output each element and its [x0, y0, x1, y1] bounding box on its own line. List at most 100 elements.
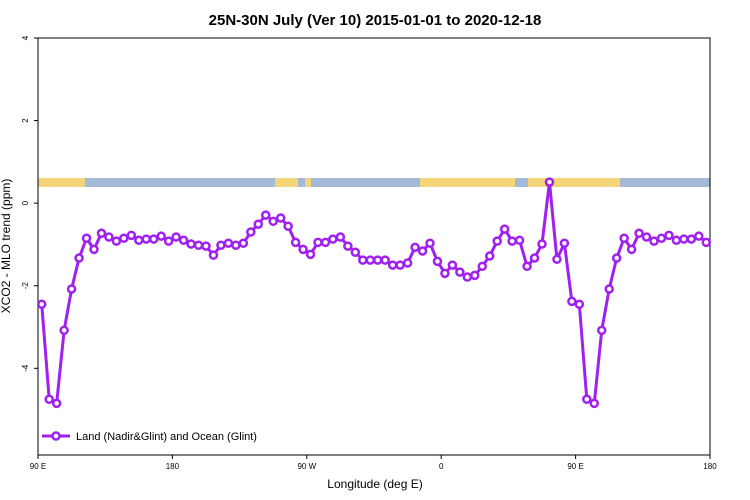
y-tick-label: 2: [21, 118, 30, 123]
data-point: [36, 299, 47, 310]
data-point: [596, 325, 607, 336]
land-band: [420, 178, 515, 187]
data-point: [574, 299, 585, 310]
data-point: [216, 240, 226, 251]
data-point: [223, 238, 234, 248]
data-point: [604, 284, 614, 294]
legend-label: Land (Nadir&Glint) and Ocean (Glint): [76, 431, 257, 443]
data-point: [686, 234, 697, 244]
data-point: [178, 235, 189, 246]
data-point: [559, 238, 570, 248]
legend-marker: [51, 431, 61, 441]
y-tick-label: -4: [21, 364, 30, 372]
data-point: [440, 268, 450, 279]
data-point: [470, 270, 480, 281]
data-point: [484, 251, 495, 261]
data-point: [156, 231, 166, 241]
data-point: [134, 235, 144, 246]
x-tick-label: 0: [439, 462, 444, 471]
x-tick-label: 90 E: [567, 462, 583, 471]
data-point: [283, 221, 293, 232]
x-tick-label: 180: [166, 462, 180, 471]
data-point: [253, 219, 264, 229]
data-point: [514, 235, 525, 246]
data-point: [208, 250, 219, 260]
data-point: [343, 241, 353, 251]
data-point: [126, 230, 137, 241]
data-point: [395, 260, 405, 270]
data-point: [611, 253, 622, 263]
x-tick-label: 90 W: [297, 462, 316, 471]
data-point: [238, 238, 249, 248]
data-point: [193, 240, 204, 251]
data-point: [656, 233, 667, 243]
data-point: [537, 239, 547, 249]
data-point: [104, 232, 114, 242]
data-point: [313, 237, 323, 248]
data-point: [649, 236, 659, 246]
data-point: [59, 325, 69, 336]
data-point: [529, 253, 540, 263]
data-point: [171, 232, 181, 242]
data-point: [81, 233, 92, 243]
data-point: [380, 255, 390, 265]
data-point: [96, 228, 107, 239]
data-point: [447, 260, 458, 270]
data-point: [641, 232, 652, 242]
data-point: [582, 394, 592, 405]
data-point: [350, 247, 361, 258]
y-tick-label: 0: [21, 200, 30, 205]
data-point: [268, 216, 278, 227]
chart-title: 25N-30N July (Ver 10) 2015-01-01 to 2020…: [209, 12, 542, 29]
ocean-band: [38, 178, 710, 187]
legend: Land (Nadir&Glint) and Ocean (Glint): [42, 431, 257, 443]
data-point: [387, 260, 398, 270]
land-band: [275, 178, 298, 187]
data-point: [163, 236, 174, 246]
x-tick-label: 180: [703, 462, 717, 471]
data-point: [477, 261, 488, 272]
data-point: [335, 232, 346, 242]
data-point: [544, 177, 555, 187]
data-point: [619, 233, 629, 243]
data-point: [589, 398, 600, 409]
land-band: [38, 178, 85, 187]
data-point: [328, 234, 338, 244]
plot-frame: [37, 37, 711, 456]
data-point: [74, 253, 84, 263]
data-point: [455, 267, 465, 277]
data-point: [148, 234, 159, 244]
x-axis-label: Longitude (deg E): [327, 477, 422, 491]
data-point: [567, 296, 577, 307]
data-point: [425, 238, 435, 248]
data-point: [44, 394, 54, 405]
data-point: [358, 255, 368, 265]
y-axis-label: XCO2 - MLO trend (ppm): [0, 179, 13, 314]
data-point: [305, 249, 316, 260]
data-point: [365, 255, 376, 265]
data-point: [201, 241, 211, 251]
land-band: [305, 178, 311, 187]
data-point: [298, 244, 308, 255]
data-point: [552, 254, 562, 265]
data-point: [626, 244, 637, 255]
data-point: [522, 261, 532, 272]
land-ocean-strip: [38, 178, 710, 187]
data-point: [432, 256, 443, 267]
x-tick-label: 90 E: [30, 462, 46, 471]
land-band: [528, 178, 620, 187]
y-tick-label: 4: [21, 35, 30, 40]
data-point: [320, 237, 331, 248]
data-point: [141, 234, 152, 244]
data-point: [231, 240, 241, 251]
data-point: [694, 231, 704, 241]
data-point: [89, 244, 99, 255]
data-point: [507, 236, 517, 246]
data-point: [290, 237, 301, 248]
data-point: [492, 236, 502, 246]
data-point: [634, 228, 644, 239]
data-point: [664, 230, 674, 241]
data-point: [66, 284, 77, 294]
